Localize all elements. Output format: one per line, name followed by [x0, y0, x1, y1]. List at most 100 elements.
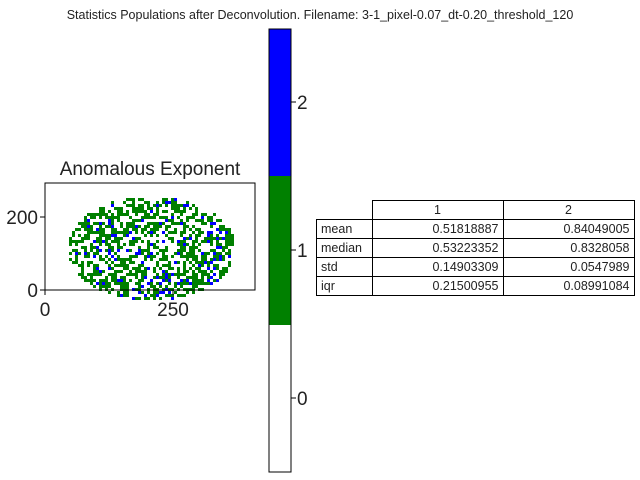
- heatmap-pixel: [201, 240, 204, 243]
- heatmap-pixel: [147, 267, 150, 270]
- heatmap-pixel: [69, 243, 72, 246]
- heatmap-pixel: [207, 252, 210, 255]
- heatmap-pixel: [78, 234, 81, 237]
- heatmap-pixel: [72, 249, 75, 252]
- heatmap-pixel: [135, 252, 138, 255]
- heatmap-pixel: [123, 213, 126, 216]
- heatmap-pixel: [93, 240, 96, 243]
- heatmap-pixel: [192, 204, 195, 207]
- heatmap-pixel: [177, 252, 180, 255]
- heatmap-pixel: [168, 261, 171, 264]
- heatmap-pixel: [144, 234, 147, 237]
- heatmap-pixel: [150, 216, 153, 219]
- heatmap-pixel: [117, 270, 120, 273]
- heatmap-pixel: [75, 252, 78, 255]
- heatmap-pixel: [195, 210, 198, 213]
- heatmap-pixel: [123, 264, 126, 267]
- heatmap-pixel: [96, 249, 99, 252]
- heatmap-pixel: [120, 276, 123, 279]
- heatmap-pixel: [210, 222, 213, 225]
- heatmap-pixel: [228, 231, 231, 234]
- heatmap-pixel: [129, 216, 132, 219]
- heatmap-pixel: [90, 231, 93, 234]
- heatmap-pixel: [144, 255, 147, 258]
- heatmap-pixel: [156, 291, 159, 294]
- table-row: median 0.53223352 0.8328058: [316, 238, 635, 258]
- heatmap-pixel: [222, 249, 225, 252]
- heatmap-pixel: [180, 246, 183, 249]
- heatmap-pixel: [141, 273, 144, 276]
- heatmap-pixel: [195, 282, 198, 285]
- heatmap-pixel: [93, 273, 96, 276]
- heatmap-pixel: [159, 282, 162, 285]
- heatmap-pixel: [171, 231, 174, 234]
- heatmap-pixel: [105, 225, 108, 228]
- colorbar-segment-0: [269, 325, 291, 472]
- heatmap-pixel: [219, 273, 222, 276]
- heatmap-pixel: [99, 258, 102, 261]
- heatmap-pixel: [129, 243, 132, 246]
- heatmap-pixel: [228, 240, 231, 243]
- heatmap-pixel: [201, 258, 204, 261]
- heatmap-pixel: [99, 270, 102, 273]
- heatmap-pixel: [156, 222, 159, 225]
- heatmap-pixel: [183, 246, 186, 249]
- heatmap-pixel: [111, 222, 114, 225]
- heatmap-pixel: [195, 219, 198, 222]
- heatmap-pixel: [183, 273, 186, 276]
- heatmap-pixel: [177, 267, 180, 270]
- heatmap-pixel: [225, 267, 228, 270]
- heatmap-pixel: [180, 231, 183, 234]
- heatmap-pixel: [96, 222, 99, 225]
- heatmap-pixel: [204, 237, 207, 240]
- heatmap-pixel: [123, 285, 126, 288]
- heatmap-pixel: [114, 270, 117, 273]
- stats-corner: [317, 201, 373, 220]
- heatmap-pixel: [90, 279, 93, 282]
- heatmap-pixel: [195, 276, 198, 279]
- heatmap-pixel: [108, 216, 111, 219]
- heatmap-pixel: [99, 231, 102, 234]
- heatmap-pixel: [165, 228, 168, 231]
- heatmap-pixel: [93, 270, 96, 273]
- heatmap-pixel: [168, 273, 171, 276]
- heatmap-pixel: [153, 294, 156, 297]
- heatmap-pixel: [108, 273, 111, 276]
- heatmap-pixel: [138, 264, 141, 267]
- heatmap-pixel: [192, 291, 195, 294]
- heatmap-pixel: [177, 210, 180, 213]
- heatmap-pixel: [126, 258, 129, 261]
- heatmap-pixel: [162, 252, 165, 255]
- heatmap-pixel: [117, 255, 120, 258]
- heatmap-pixel: [219, 228, 222, 231]
- heatmap-pixel: [168, 291, 171, 294]
- heatmap-pixel: [210, 258, 213, 261]
- heatmap-pixel: [147, 246, 150, 249]
- heatmap-pixel: [219, 276, 222, 279]
- heatmap-pixel: [180, 204, 183, 207]
- heatmap-pixel: [84, 225, 87, 228]
- heatmap-pixel: [168, 225, 171, 228]
- heatmap-pixel: [219, 243, 222, 246]
- heatmap-pixel: [201, 273, 204, 276]
- heatmap-pixel: [210, 219, 213, 222]
- heatmap-pixel: [189, 252, 192, 255]
- heatmap-pixel: [213, 264, 216, 267]
- heatmap-pixel: [171, 237, 174, 240]
- heatmap-pixel: [96, 267, 99, 270]
- heatmap-pixel: [135, 228, 138, 231]
- heatmap-pixel: [141, 207, 144, 210]
- x-tick-label-250: 250: [157, 300, 189, 321]
- heatmap-pixel: [129, 279, 132, 282]
- heatmap-pixel: [150, 243, 153, 246]
- heatmap-pixel: [168, 276, 171, 279]
- heatmap-pixel: [135, 270, 138, 273]
- heatmap-pixel: [147, 297, 150, 300]
- heatmap-pixel: [87, 255, 90, 258]
- heatmap-pixel: [102, 222, 105, 225]
- heatmap-pixel: [204, 240, 207, 243]
- heatmap-pixel: [192, 252, 195, 255]
- heatmap-pixel: [189, 261, 192, 264]
- heatmap-pixel: [156, 213, 159, 216]
- heatmap-pixel: [102, 270, 105, 273]
